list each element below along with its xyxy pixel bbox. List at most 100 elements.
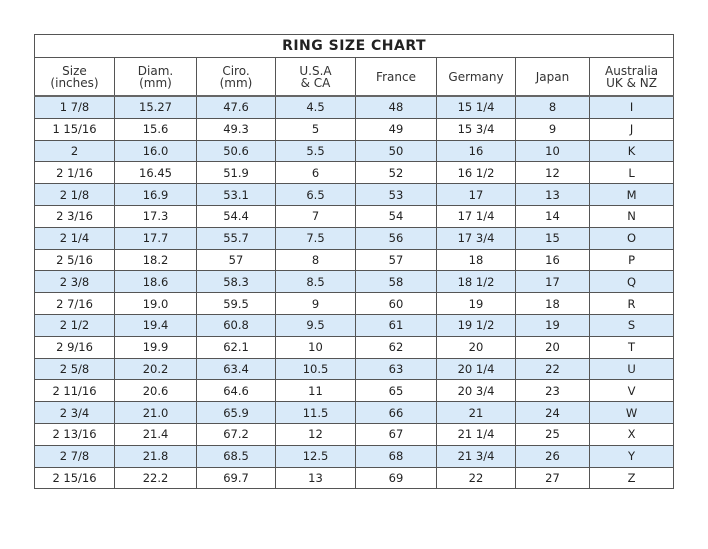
cell-japan: 20 <box>515 335 590 359</box>
ring-size-chart-table: RING SIZE CHART Size (inches) Diam. (mm) Cir… <box>33 34 675 490</box>
cell-usa-ca: 10.5 <box>275 357 356 381</box>
cell-australia-uk-nz: N <box>588 204 675 228</box>
column-header-france: France <box>355 57 437 97</box>
cell-diameter-mm: 17.3 <box>114 204 197 228</box>
column-header-line: Diam. <box>137 63 174 78</box>
cell-france: 61 <box>355 313 437 337</box>
table-row: 2 5/8 20.2 63.4 10.5 63 20 1/4 22 U <box>34 357 675 381</box>
table-row: 2 11/16 20.6 64.6 11 65 20 3/4 23 V <box>34 379 675 403</box>
table-row: 2 1/4 17.7 55.7 7.5 56 17 3/4 15 O <box>34 226 675 250</box>
column-header-line: (mm) <box>139 75 172 90</box>
cell-size-inches: 2 3/16 <box>34 204 115 228</box>
cell-usa-ca: 8 <box>275 248 356 272</box>
cell-circumference-mm: 58.3 <box>196 270 276 294</box>
column-header-line: (inches) <box>50 75 99 90</box>
cell-australia-uk-nz: K <box>588 139 675 163</box>
cell-size-inches: 2 7/16 <box>34 292 115 315</box>
cell-australia-uk-nz: J <box>588 117 675 141</box>
cell-size-inches: 1 7/8 <box>34 94 115 119</box>
cell-circumference-mm: 68.5 <box>196 444 276 468</box>
cell-diameter-mm: 18.2 <box>114 248 197 272</box>
cell-france: 65 <box>355 379 437 403</box>
table-row: 1 15/16 15.6 49.3 5 49 15 3/4 9 J <box>34 117 675 141</box>
table-row: 2 3/4 21.0 65.9 11.5 66 21 24 W <box>34 401 675 424</box>
cell-japan: 17 <box>515 270 590 294</box>
cell-diameter-mm: 19.0 <box>114 292 197 315</box>
table-row: 2 1/8 16.9 53.1 6.5 53 17 13 M <box>34 183 675 206</box>
table-row: 2 5/16 18.2 57 8 57 18 16 P <box>34 248 675 272</box>
cell-germany: 19 <box>436 292 516 315</box>
column-header-germany: Germany <box>436 57 516 97</box>
cell-germany: 17 <box>436 183 516 206</box>
cell-australia-uk-nz: X <box>588 422 675 446</box>
cell-size-inches: 2 15/16 <box>34 466 115 490</box>
cell-diameter-mm: 19.4 <box>114 313 197 337</box>
cell-size-inches: 2 <box>34 139 115 163</box>
cell-france: 68 <box>355 444 437 468</box>
cell-france: 58 <box>355 270 437 294</box>
column-header-size-inches: Size (inches) <box>34 57 115 97</box>
table-row: 2 16.0 50.6 5.5 50 16 10 K <box>34 139 675 163</box>
cell-australia-uk-nz: T <box>588 335 675 359</box>
column-header-line: Australia <box>605 63 659 78</box>
cell-usa-ca: 6 <box>275 161 356 185</box>
cell-usa-ca: 8.5 <box>275 270 356 294</box>
cell-circumference-mm: 55.7 <box>196 226 276 250</box>
cell-circumference-mm: 57 <box>196 248 276 272</box>
cell-japan: 10 <box>515 139 590 163</box>
table-row: 2 1/2 19.4 60.8 9.5 61 19 1/2 19 S <box>34 313 675 337</box>
cell-circumference-mm: 59.5 <box>196 292 276 315</box>
cell-circumference-mm: 53.1 <box>196 183 276 206</box>
cell-australia-uk-nz: M <box>588 183 675 206</box>
cell-diameter-mm: 15.6 <box>114 117 197 141</box>
cell-japan: 15 <box>515 226 590 250</box>
cell-australia-uk-nz: I <box>588 94 675 119</box>
cell-circumference-mm: 60.8 <box>196 313 276 337</box>
cell-circumference-mm: 62.1 <box>196 335 276 359</box>
cell-diameter-mm: 18.6 <box>114 270 197 294</box>
cell-france: 53 <box>355 183 437 206</box>
cell-germany: 20 <box>436 335 516 359</box>
cell-japan: 14 <box>515 204 590 228</box>
cell-australia-uk-nz: O <box>588 226 675 250</box>
cell-france: 52 <box>355 161 437 185</box>
cell-japan: 25 <box>515 422 590 446</box>
cell-circumference-mm: 65.9 <box>196 401 276 424</box>
cell-japan: 9 <box>515 117 590 141</box>
column-header-diameter-mm: Diam. (mm) <box>114 57 197 97</box>
table-row: 2 15/16 22.2 69.7 13 69 22 27 Z <box>34 466 675 490</box>
cell-japan: 13 <box>515 183 590 206</box>
cell-germany: 18 1/2 <box>436 270 516 294</box>
cell-diameter-mm: 22.2 <box>114 466 197 490</box>
cell-diameter-mm: 17.7 <box>114 226 197 250</box>
cell-size-inches: 2 13/16 <box>34 422 115 446</box>
cell-circumference-mm: 47.6 <box>196 94 276 119</box>
cell-japan: 12 <box>515 161 590 185</box>
cell-size-inches: 2 11/16 <box>34 379 115 403</box>
cell-australia-uk-nz: Q <box>588 270 675 294</box>
cell-circumference-mm: 69.7 <box>196 466 276 490</box>
cell-usa-ca: 11 <box>275 379 356 403</box>
column-header-line: France <box>376 69 416 84</box>
cell-germany: 17 3/4 <box>436 226 516 250</box>
cell-circumference-mm: 64.6 <box>196 379 276 403</box>
cell-germany: 18 <box>436 248 516 272</box>
cell-france: 63 <box>355 357 437 381</box>
cell-diameter-mm: 20.6 <box>114 379 197 403</box>
table-body: 1 7/8 15.27 47.6 4.5 48 15 1/4 8 I 1 15/16 15.6 49… <box>34 94 675 490</box>
cell-diameter-mm: 16.45 <box>114 161 197 185</box>
cell-diameter-mm: 19.9 <box>114 335 197 359</box>
column-header-australia-uk-nz: Australia UK & NZ <box>588 57 675 97</box>
cell-usa-ca: 13 <box>275 466 356 490</box>
column-header-line: Ciro. <box>222 63 250 78</box>
cell-australia-uk-nz: V <box>588 379 675 403</box>
cell-australia-uk-nz: U <box>588 357 675 381</box>
column-header-line: Size <box>62 63 87 78</box>
cell-japan: 26 <box>515 444 590 468</box>
chart-title: RING SIZE CHART <box>33 34 675 58</box>
cell-australia-uk-nz: W <box>588 401 675 424</box>
cell-germany: 20 3/4 <box>436 379 516 403</box>
cell-germany: 20 1/4 <box>436 357 516 381</box>
cell-japan: 22 <box>515 357 590 381</box>
table-row: 2 3/16 17.3 54.4 7 54 17 1/4 14 N <box>34 204 675 228</box>
